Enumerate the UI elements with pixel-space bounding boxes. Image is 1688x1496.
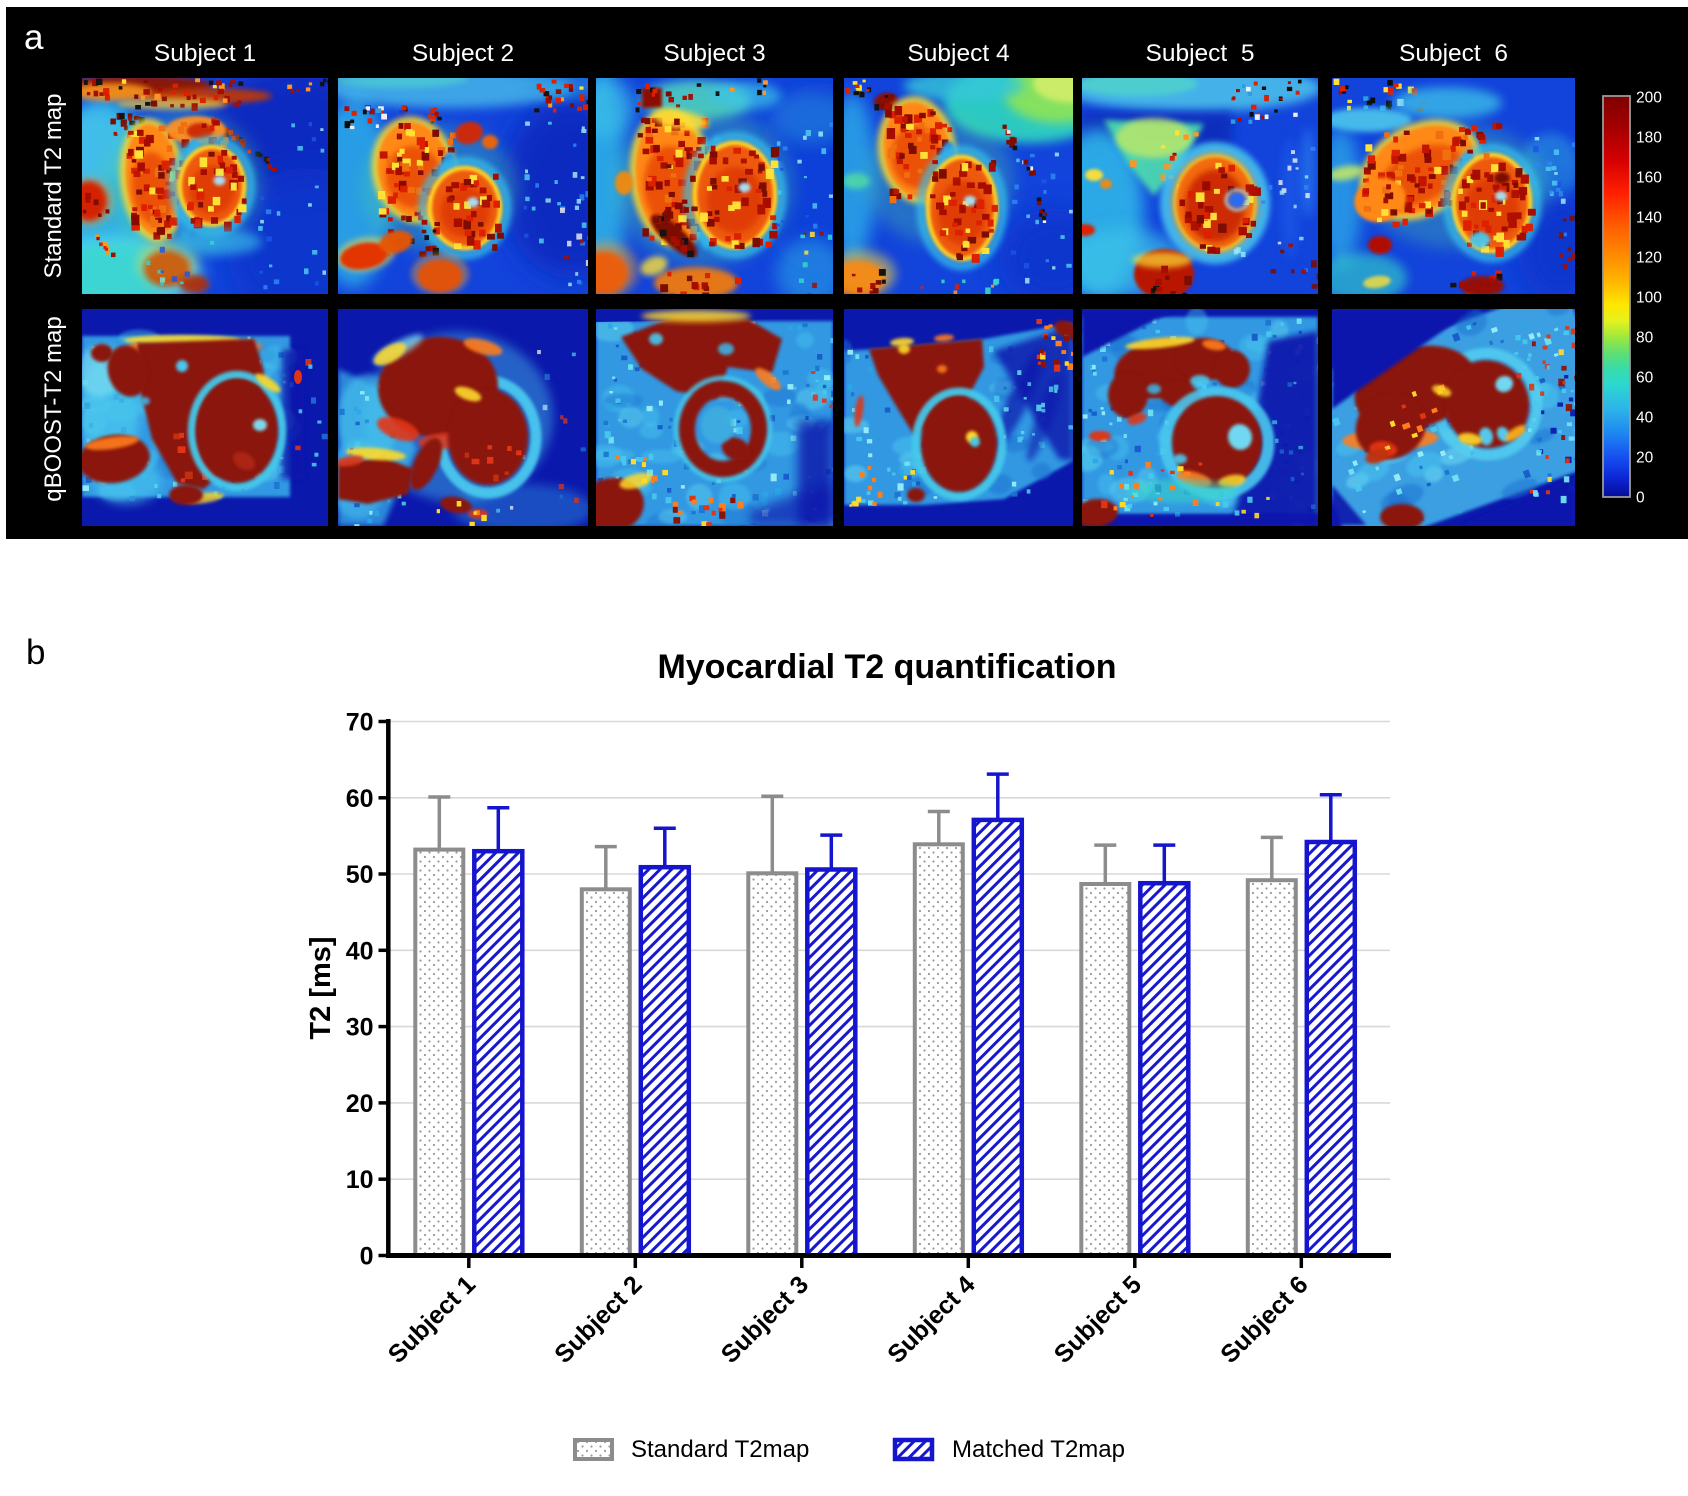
svg-text:40: 40 — [1636, 410, 1654, 427]
svg-text:100: 100 — [1636, 290, 1662, 307]
svg-text:80: 80 — [1636, 330, 1654, 347]
svg-text:Subject 5: Subject 5 — [1146, 40, 1255, 67]
svg-text:Subject 6: Subject 6 — [1399, 40, 1508, 67]
svg-text:Subject 2: Subject 2 — [412, 40, 514, 67]
svg-text:120: 120 — [1636, 250, 1662, 267]
svg-text:30: 30 — [346, 1014, 374, 1042]
svg-text:0: 0 — [360, 1243, 374, 1271]
svg-text:60: 60 — [346, 785, 374, 813]
svg-text:Subject 1: Subject 1 — [154, 40, 256, 67]
svg-text:180: 180 — [1636, 130, 1662, 147]
svg-text:140: 140 — [1636, 210, 1662, 227]
svg-text:60: 60 — [1636, 370, 1654, 387]
svg-text:40: 40 — [346, 937, 374, 965]
svg-text:T2 [ms]: T2 [ms] — [305, 936, 337, 1039]
svg-text:Subject 3: Subject 3 — [663, 40, 765, 67]
svg-text:a: a — [24, 18, 44, 57]
svg-text:Matched T2map: Matched T2map — [952, 1436, 1125, 1463]
svg-text:70: 70 — [346, 709, 374, 737]
svg-text:200: 200 — [1636, 90, 1662, 107]
svg-text:10: 10 — [346, 1166, 374, 1194]
svg-text:20: 20 — [346, 1090, 374, 1118]
svg-text:qBOOST-T2 map: qBOOST-T2 map — [40, 316, 67, 501]
svg-text:b: b — [26, 633, 45, 672]
svg-text:Myocardial T2 quantification: Myocardial T2 quantification — [657, 648, 1116, 686]
svg-text:20: 20 — [1636, 450, 1654, 467]
svg-text:Standard T2 map: Standard T2 map — [40, 93, 67, 278]
svg-text:0: 0 — [1636, 490, 1645, 507]
svg-text:Standard T2map: Standard T2map — [631, 1436, 809, 1463]
svg-text:50: 50 — [346, 861, 374, 889]
svg-text:Subject 4: Subject 4 — [907, 40, 1009, 67]
svg-text:160: 160 — [1636, 170, 1662, 187]
